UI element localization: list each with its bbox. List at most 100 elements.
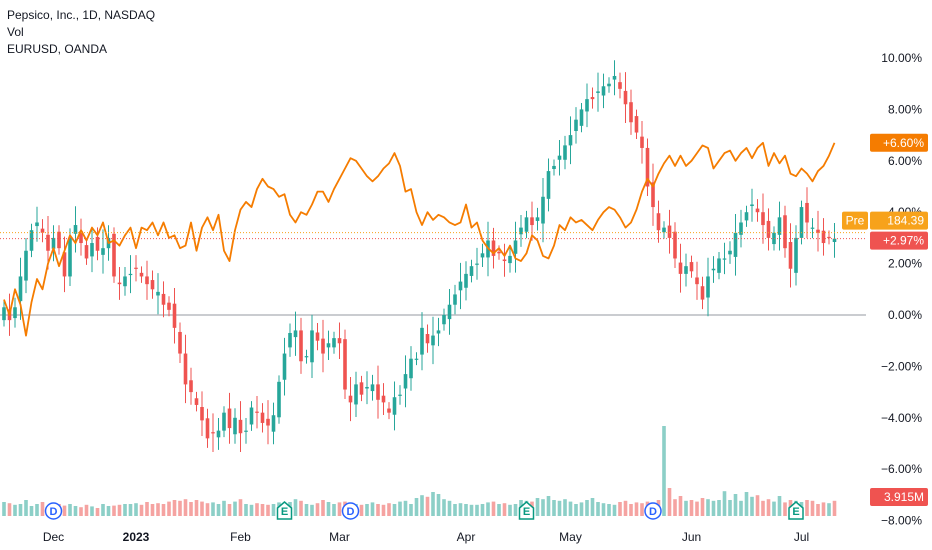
candle[interactable] (535, 217, 540, 221)
candle[interactable] (365, 386, 369, 389)
earnings-marker[interactable] (788, 501, 804, 520)
candle[interactable] (216, 430, 221, 438)
candle[interactable] (794, 237, 798, 273)
candle[interactable] (821, 230, 826, 244)
earnings-marker[interactable] (276, 501, 293, 520)
candle[interactable] (128, 273, 133, 276)
candle[interactable] (18, 276, 23, 302)
candle[interactable] (40, 228, 45, 233)
candle[interactable] (2, 307, 6, 321)
candle[interactable] (596, 91, 600, 93)
candle[interactable] (662, 227, 666, 233)
candle[interactable] (508, 255, 512, 264)
candle[interactable] (398, 394, 402, 396)
candle[interactable] (612, 75, 617, 80)
candle[interactable] (546, 171, 551, 199)
candle[interactable] (205, 418, 210, 439)
candle[interactable] (79, 231, 83, 244)
candle[interactable] (90, 243, 94, 257)
candle[interactable] (299, 330, 303, 362)
candle[interactable] (348, 395, 353, 403)
candle[interactable] (557, 155, 562, 160)
candle[interactable] (57, 231, 61, 249)
candle[interactable] (453, 294, 457, 305)
candle[interactable] (431, 335, 435, 346)
candle[interactable] (156, 291, 160, 296)
candle[interactable] (513, 240, 518, 254)
candle[interactable] (799, 207, 804, 238)
candle[interactable] (266, 418, 270, 426)
candle[interactable] (282, 353, 287, 380)
candle[interactable] (469, 266, 474, 276)
candle[interactable] (832, 238, 837, 243)
candle[interactable] (315, 332, 320, 341)
candle[interactable] (689, 262, 694, 272)
candle[interactable] (62, 252, 67, 277)
candle[interactable] (755, 208, 760, 213)
candle[interactable] (464, 273, 468, 288)
candle[interactable] (420, 327, 424, 355)
candle[interactable] (233, 417, 237, 435)
candle[interactable] (563, 145, 567, 160)
candle[interactable] (414, 358, 419, 360)
candle[interactable] (728, 250, 732, 255)
candle[interactable] (530, 217, 534, 226)
candle[interactable] (145, 276, 149, 285)
candle[interactable] (200, 407, 204, 421)
candle[interactable] (84, 245, 89, 259)
candle[interactable] (524, 217, 529, 232)
compare-line[interactable] (3, 141, 836, 337)
candle[interactable] (189, 380, 193, 393)
candle[interactable] (805, 202, 809, 223)
candle[interactable] (497, 251, 501, 254)
candle[interactable] (255, 411, 259, 413)
candle[interactable] (788, 242, 793, 269)
dividend-marker[interactable] (341, 502, 360, 520)
candle[interactable] (634, 116, 639, 133)
candle[interactable] (711, 268, 716, 271)
candle[interactable] (304, 356, 309, 358)
candle[interactable] (359, 382, 364, 395)
candle[interactable] (260, 412, 265, 423)
candle[interactable] (139, 272, 144, 277)
candle[interactable] (249, 407, 254, 425)
candle[interactable] (733, 232, 738, 257)
candle[interactable] (552, 165, 556, 170)
candle[interactable] (442, 315, 446, 325)
candle[interactable] (370, 384, 375, 392)
candle[interactable] (684, 266, 688, 274)
candle[interactable] (436, 330, 441, 334)
candle[interactable] (541, 196, 545, 224)
candle[interactable] (211, 432, 215, 434)
candle[interactable] (678, 262, 683, 274)
candle[interactable] (475, 263, 479, 265)
candle[interactable] (601, 86, 606, 96)
candle[interactable] (629, 102, 633, 123)
candle[interactable] (739, 222, 743, 235)
candle[interactable] (722, 258, 727, 260)
candle[interactable] (695, 277, 699, 285)
candle[interactable] (29, 230, 34, 251)
candle[interactable] (491, 240, 496, 256)
candle[interactable] (123, 276, 127, 287)
candle[interactable] (574, 119, 578, 131)
candle[interactable] (51, 237, 56, 249)
earnings-marker[interactable] (518, 501, 535, 520)
candle[interactable] (810, 227, 815, 229)
legend-symbol[interactable]: Pepsico, Inc., 1D, NASDAQ (7, 8, 156, 22)
candle[interactable] (222, 412, 226, 431)
candle[interactable] (112, 233, 116, 277)
candle[interactable] (392, 397, 397, 415)
candle[interactable] (321, 338, 325, 354)
candle[interactable] (568, 135, 573, 146)
candle[interactable] (640, 136, 644, 148)
candle[interactable] (227, 408, 232, 429)
candle[interactable] (816, 229, 820, 233)
candle[interactable] (623, 90, 628, 105)
candle[interactable] (161, 293, 166, 305)
candle[interactable] (178, 331, 182, 354)
candle[interactable] (387, 408, 391, 413)
candle[interactable] (332, 338, 336, 348)
candle[interactable] (519, 227, 523, 235)
